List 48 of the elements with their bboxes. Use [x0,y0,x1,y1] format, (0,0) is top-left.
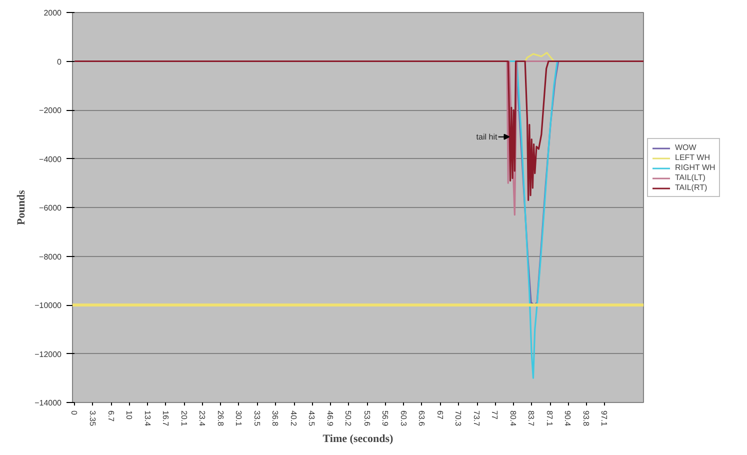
x-tick-label: 93.8 [582,410,591,427]
x-tick-label: 77 [490,410,500,420]
y-tick-label: −2000 [39,106,62,115]
x-tick-label: 67 [435,410,444,420]
x-tick-label: 90.4 [563,410,572,427]
legend-label: TAIL(RT) [675,183,708,192]
x-tick-label: 36.8 [270,410,280,427]
x-tick-label: 73.7 [472,410,482,427]
x-tick-label: 0 [70,410,79,416]
x-tick-label: 16.7 [160,410,170,427]
x-tick-label: 97.1 [600,410,609,427]
x-tick-label: 10 [124,410,134,420]
legend-label: TAIL(LT) [675,173,706,182]
x-tick-label: 60.3 [398,410,408,427]
x-tick-label: 6.7 [106,410,116,422]
x-tick-label: 87.1 [545,410,554,427]
x-tick-label: 30.1 [234,410,243,427]
x-tick-label: 26.8 [216,410,225,427]
annotation: tail hit [476,132,498,142]
x-tick-label: 46.9 [326,410,335,427]
x-tick-label: 80.4 [508,410,518,427]
x-axis-title: Time (seconds) [322,433,394,446]
y-tick-label: −8000 [39,252,62,262]
x-tick-label: 56.9 [380,410,390,427]
x-tick-label: 13.4 [142,410,152,427]
x-tick-label: 23.4 [197,410,206,427]
y-tick-label: −4000 [39,154,62,164]
x-tick-label: 50.2 [344,410,353,427]
x-tick-label: 53.6 [362,410,372,427]
y-tick-label: −6000 [39,204,62,212]
y-tick-label: 2000 [44,8,62,18]
x-tick-label: 40.2 [289,410,298,427]
x-tick-label: 3.35 [88,410,97,427]
y-tick-label: −12000 [34,350,62,359]
y-tick-label: 0 [57,57,62,66]
legend-label: WOW [675,143,696,152]
legend-label: RIGHT WH [675,163,716,172]
y-tick-label: −10000 [34,301,62,310]
x-tick-label: 63.6 [416,410,426,427]
x-tick-label: 20.1 [179,410,188,427]
legend-label: LEFT WH [675,153,710,162]
x-tick-label: 43.5 [307,410,316,427]
y-tick-label: −14000 [34,398,62,408]
line-series [524,52,555,62]
x-tick-label: 70.3 [453,410,462,427]
x-tick-label: 83.7 [526,410,536,427]
y-axis-title: Pounds [16,189,28,225]
x-tick-label: 33.5 [252,410,262,427]
